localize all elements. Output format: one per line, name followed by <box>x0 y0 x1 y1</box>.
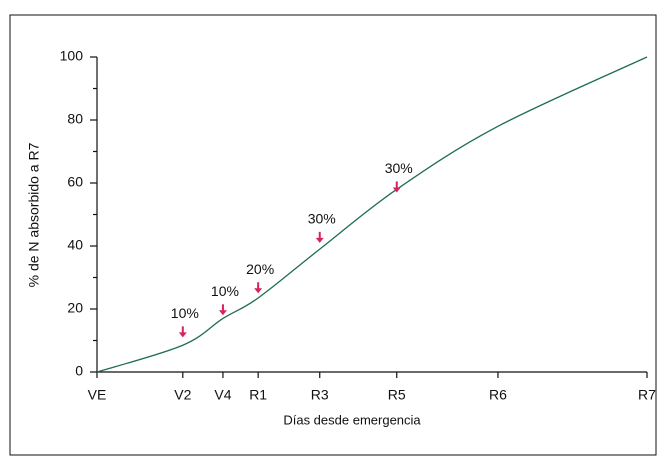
y-tick-label: 80 <box>67 111 83 127</box>
annotation-label: 30% <box>308 211 336 227</box>
x-tick-label: V4 <box>214 387 231 403</box>
annotation-arrow-head <box>254 288 263 294</box>
annotation-label: 10% <box>171 305 199 321</box>
x-tick-label: R3 <box>311 387 329 403</box>
annotation-arrow-head <box>218 310 227 316</box>
frame <box>9 14 657 456</box>
series-line <box>96 56 648 373</box>
annotation-arrow-head <box>315 237 324 243</box>
annotation-label: 30% <box>385 160 413 176</box>
y-tick-label: 0 <box>75 363 83 379</box>
y-tick-label: 40 <box>67 237 83 253</box>
annotation-arrow-head <box>178 332 187 338</box>
annotation-arrow-head <box>392 187 401 193</box>
x-tick-label: R7 <box>638 387 656 403</box>
y-tick-label: 60 <box>67 174 83 190</box>
x-tick-label: R6 <box>489 387 507 403</box>
y-tick-label: 100 <box>60 48 84 64</box>
y-tick-label: 20 <box>67 300 83 316</box>
x-axis-label: Días desde emergencia <box>283 412 421 427</box>
y-axis-label: % de N absorbido a R7 <box>26 142 42 287</box>
annotation-label: 20% <box>246 261 274 277</box>
x-tick-label: VE <box>88 387 107 403</box>
x-tick-label: R5 <box>388 387 406 403</box>
x-tick-label: R1 <box>249 387 267 403</box>
annotation-label: 10% <box>211 283 239 299</box>
x-tick-label: V2 <box>174 387 191 403</box>
